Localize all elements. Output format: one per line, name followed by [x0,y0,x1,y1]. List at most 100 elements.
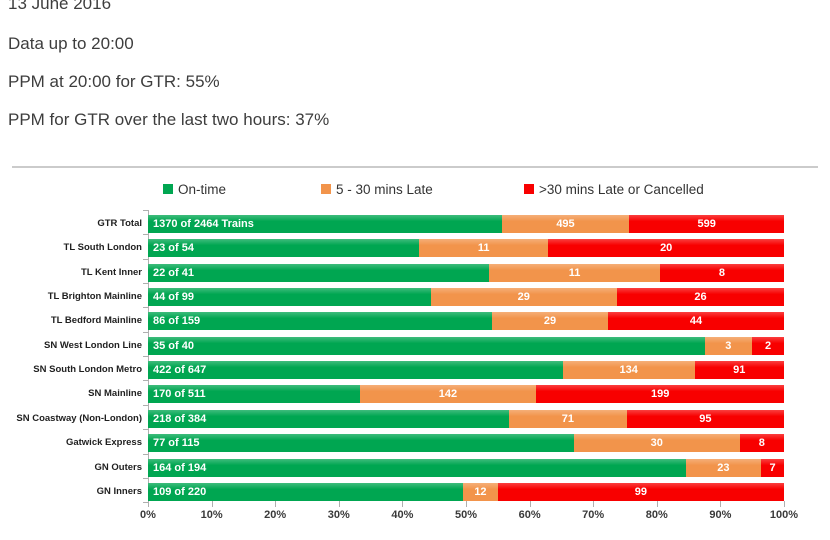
x-axis-tick [338,501,340,507]
bar-segment-late: 29 [430,288,617,307]
category-tick [143,453,148,455]
category-tick [143,283,148,285]
category-label: Gatwick Express [65,437,142,449]
category-tick [143,380,148,382]
bar-segment-cancelled: 8 [739,434,784,453]
bar-segment-ontime: 35 of 40 [148,336,705,355]
bar-segment-ontime: 422 of 647 [148,361,563,380]
bar-segment-label: 199 [650,388,670,401]
bar-segment-ontime: 22 of 41 [148,263,490,282]
bar-segment-label: 170 of 511 [153,388,206,401]
x-axis-tick [402,501,404,507]
legend-swatch [524,184,534,194]
bar-segment-cancelled: 91 [694,361,784,380]
x-axis-tick-label: 0% [140,509,156,521]
bar-segment-label: 23 of 54 [153,242,194,255]
category-tick [143,210,148,211]
category-axis-ticks [143,210,148,504]
bar-segment-ontime: 44 of 99 [148,288,431,307]
bar-segment-label: 8 [758,437,765,450]
bar-segment-ontime: 170 of 511 [148,385,360,404]
chart-row: TL Bedford Mainline 86 of 159 29 44 [0,312,784,331]
bar-segment-label: 29 [543,315,557,328]
bar-segment-late: 30 [573,434,740,453]
legend-label: >30 mins Late or Cancelled [539,181,704,197]
x-axis-tick-label: 40% [391,509,414,521]
report-date: 13 June 2016 [8,0,112,13]
bar-segment-label: 599 [697,218,716,230]
chart-row: GN Outers 164 of 194 23 7 [0,458,784,477]
bar-segment-late: 134 [562,361,695,380]
category-label: SN South London Metro [33,364,142,376]
bar-track: 77 of 115 30 8 [148,434,784,453]
bar-segment-cancelled: 99 [497,482,784,501]
bar-segment-ontime: 77 of 115 [148,434,574,453]
x-axis-tick [656,501,658,507]
legend-item: >30 mins Late or Cancelled [524,181,704,197]
category-label: GN Outers [94,461,142,473]
category-tick [143,502,148,504]
x-axis-tick-label: 50% [454,509,478,521]
x-axis-tick [529,501,531,507]
bar-segment-label: 91 [733,364,746,377]
category-axis-line [148,210,149,507]
legend-item: 5 - 30 mins Late [321,181,433,197]
category-tick [143,234,148,236]
bar-segment-cancelled: 8 [659,263,784,282]
bar-segment-label: 11 [568,266,581,279]
chart-row: GN Inners 109 of 220 12 99 [0,482,784,501]
bar-segment-ontime: 1370 of 2464 Trains [148,215,502,233]
x-axis-tick [148,501,149,507]
bar-track: 109 of 220 12 99 [148,482,784,501]
bar-segment-label: 77 of 115 [153,437,200,450]
bar-segment-label: 29 [517,291,530,304]
chart-row: SN Coastway (Non-London) 218 of 384 71 95 [0,409,784,428]
plot-area: GTR Total 1370 of 2464 Trains 495 599 TL Sou… [0,215,784,501]
chart-legend: On-time 5 - 30 mins Late >30 mins Late or … [0,181,830,197]
chart-row: GTR Total 1370 of 2464 Trains 495 599 [0,215,784,233]
bar-track: 218 of 384 71 95 [148,409,784,428]
bar-segment-late: 495 [501,215,630,233]
bar-segment-label: 99 [634,485,647,498]
chart-row: SN South London Metro 422 of 647 134 91 [0,361,784,380]
bar-segment-label: 422 of 647 [153,364,207,377]
legend-swatch [163,184,173,194]
x-axis-tick [466,501,467,507]
category-label: GTR Total [97,218,142,229]
bar-segment-ontime: 23 of 54 [148,239,419,258]
bar-segment-label: 1370 of 2464 Trains [153,218,254,230]
category-tick [143,429,148,431]
bar-track: 1370 of 2464 Trains 495 599 [148,215,784,233]
chart-row: Gatwick Express 77 of 115 30 8 [0,434,784,453]
bar-track: 22 of 41 11 8 [148,263,784,282]
bar-segment-label: 44 of 99 [153,291,194,304]
bar-segment-label: 3 [725,339,732,352]
x-axis-tick [275,501,277,507]
legend-swatch [321,184,331,194]
chart-row: TL South London 23 of 54 11 20 [0,239,784,258]
x-axis-tick [720,501,722,507]
bar-segment-cancelled: 26 [616,288,784,307]
bar-segment-cancelled: 199 [536,385,784,404]
bar-segment-late: 23 [685,458,762,477]
bar-track: 422 of 647 134 91 [148,361,784,380]
bar-segment-label: 23 [717,461,730,474]
chart-row: SN West London Line 35 of 40 3 2 [0,336,784,355]
bar-segment-label: 8 [718,266,725,279]
bar-segment-label: 218 of 384 [153,412,207,425]
category-label: TL Bedford Mainline [50,315,142,327]
category-tick [143,404,148,406]
bar-segment-late: 11 [418,239,549,258]
bar-track: 170 of 511 142 199 [148,385,784,404]
bar-track: 86 of 159 29 44 [148,312,784,331]
bar-segment-cancelled: 599 [629,215,784,233]
bar-segment-cancelled: 2 [752,336,784,355]
bar-segment-late: 3 [704,336,753,355]
category-tick [143,356,148,358]
x-axis-tick [784,501,785,507]
bar-segment-label: 2 [765,339,772,352]
bar-segment-label: 30 [650,437,663,450]
bar-track: 44 of 99 29 26 [148,288,784,307]
x-axis-tick-label: 100% [769,509,799,521]
bar-segment-cancelled: 7 [761,458,784,477]
